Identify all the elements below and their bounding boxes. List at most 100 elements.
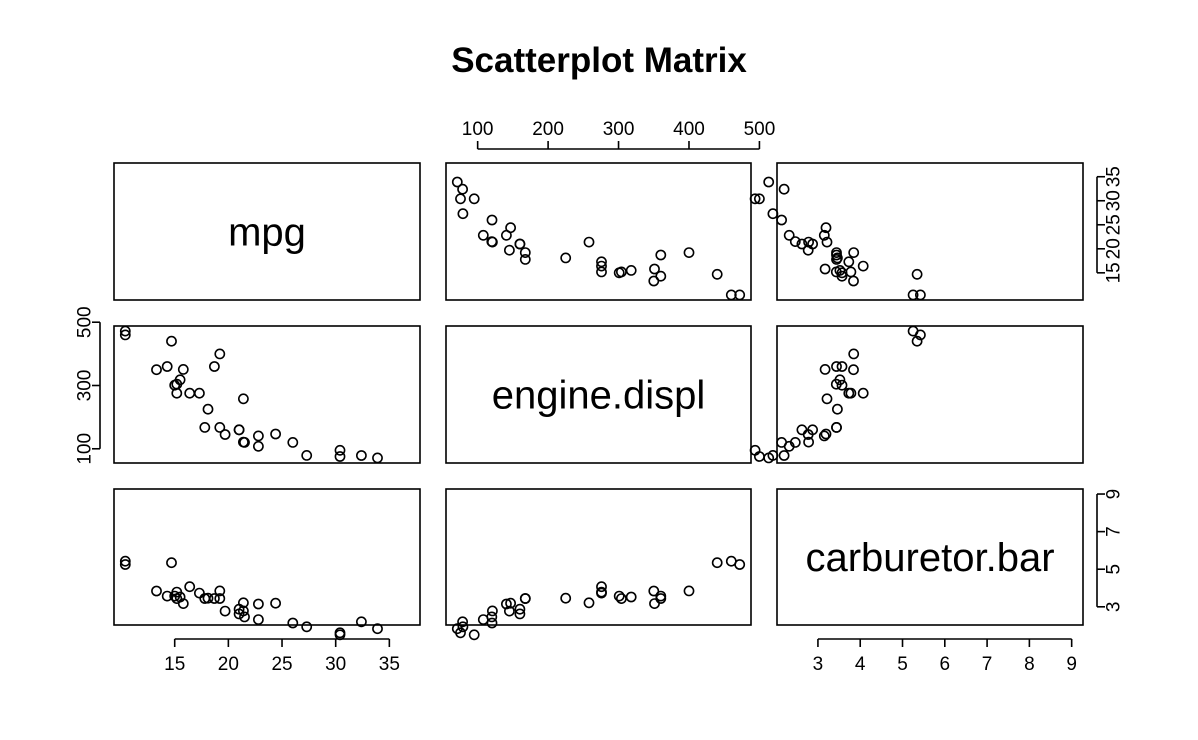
axis-bottom-carburetor-bar: 3 4 5 6 7 8 9	[813, 638, 1077, 675]
data-point	[184, 387, 196, 399]
data-point	[468, 193, 480, 205]
data-point	[749, 193, 761, 205]
chart-title: Scatterplot Matrix	[451, 41, 747, 80]
data-point	[519, 253, 531, 265]
data-point	[486, 214, 498, 226]
tick-label: 200	[532, 119, 564, 140]
data-point	[252, 430, 264, 442]
panel-frame	[445, 488, 752, 626]
data-point	[616, 593, 627, 604]
data-point	[451, 623, 463, 635]
data-point	[239, 611, 250, 623]
tick-label: 500	[744, 119, 776, 140]
data-point	[767, 208, 779, 220]
data-point	[818, 229, 830, 241]
data-point	[649, 598, 660, 609]
tick-label: 3	[1104, 602, 1125, 613]
data-point	[583, 236, 595, 248]
data-point	[831, 421, 842, 433]
data-point	[783, 229, 795, 241]
data-point	[287, 436, 299, 448]
tick-label: 20	[1104, 238, 1125, 259]
data-point	[355, 450, 367, 461]
data-point	[820, 222, 832, 234]
data-point	[848, 364, 859, 376]
tick-label: 400	[673, 119, 705, 140]
panel-frame	[776, 325, 1084, 464]
data-point	[596, 256, 607, 268]
data-point	[233, 424, 245, 436]
panel-mpg-vs-engine-displ	[445, 162, 752, 301]
data-point	[169, 590, 181, 602]
tick-label: 30	[325, 654, 346, 675]
data-point	[372, 623, 383, 635]
data-point	[457, 208, 469, 220]
data-point	[514, 238, 526, 250]
data-point	[237, 436, 249, 448]
data-point	[725, 555, 737, 567]
data-point	[270, 428, 281, 440]
data-point	[711, 268, 723, 280]
tick-label: 6	[940, 654, 951, 675]
data-point	[451, 176, 463, 188]
data-point	[625, 264, 637, 276]
data-point	[237, 393, 249, 405]
data-point	[514, 608, 526, 620]
tick-label: 25	[271, 654, 292, 675]
data-point	[177, 598, 189, 609]
data-point	[334, 444, 346, 456]
data-point	[857, 260, 869, 272]
data-point	[683, 247, 695, 258]
data-point	[803, 236, 814, 248]
data-point	[907, 289, 919, 301]
panel-frame	[113, 162, 421, 301]
data-point	[199, 421, 211, 433]
data-point	[169, 379, 181, 391]
tick-label: 300	[603, 119, 635, 140]
panel-frame	[445, 162, 752, 301]
tick-label: 20	[218, 654, 239, 675]
data-point	[560, 592, 572, 604]
panel-carburetor-bar-vs-carburetor-bar: carburetor.bar	[776, 488, 1084, 626]
data-point	[776, 436, 787, 448]
data-point	[477, 229, 489, 241]
data-point	[915, 329, 926, 341]
tick-label: 30	[1104, 190, 1125, 211]
data-point	[796, 238, 808, 250]
data-point	[355, 616, 367, 628]
data-point	[151, 364, 162, 376]
data-point	[193, 387, 205, 399]
data-point	[776, 214, 787, 226]
tick-label: 3	[813, 654, 824, 675]
data-point	[252, 598, 264, 610]
data-point	[843, 256, 855, 268]
axis-right-mpg: 15 20 25 30 35	[1096, 166, 1125, 283]
data-point	[796, 424, 808, 436]
data-point	[596, 260, 607, 272]
data-point	[214, 348, 226, 360]
data-point	[486, 236, 498, 248]
tick-label: 9	[1104, 489, 1125, 500]
data-point	[184, 581, 196, 593]
panel-carburetor-bar-vs-mpg	[113, 488, 421, 641]
data-point	[151, 585, 162, 597]
axis-bottom-mpg: 15 20 25 30 35	[164, 638, 400, 675]
tick-label: 7	[982, 654, 993, 675]
data-point	[505, 597, 516, 609]
data-point	[503, 605, 515, 617]
panel-carburetor-bar-vs-engine-displ	[445, 488, 752, 641]
data-point	[655, 590, 667, 602]
tick-label: 9	[1066, 654, 1077, 675]
data-point	[237, 597, 249, 609]
data-point	[214, 593, 226, 604]
data-point	[845, 387, 857, 399]
data-point	[789, 236, 801, 247]
panel-frame	[776, 488, 1084, 626]
axis-left-engine-displ: 100 300 500	[75, 306, 101, 465]
data-point	[252, 614, 264, 625]
data-point	[818, 430, 830, 442]
data-point	[560, 252, 572, 264]
data-point	[457, 183, 468, 195]
data-point	[802, 244, 814, 256]
